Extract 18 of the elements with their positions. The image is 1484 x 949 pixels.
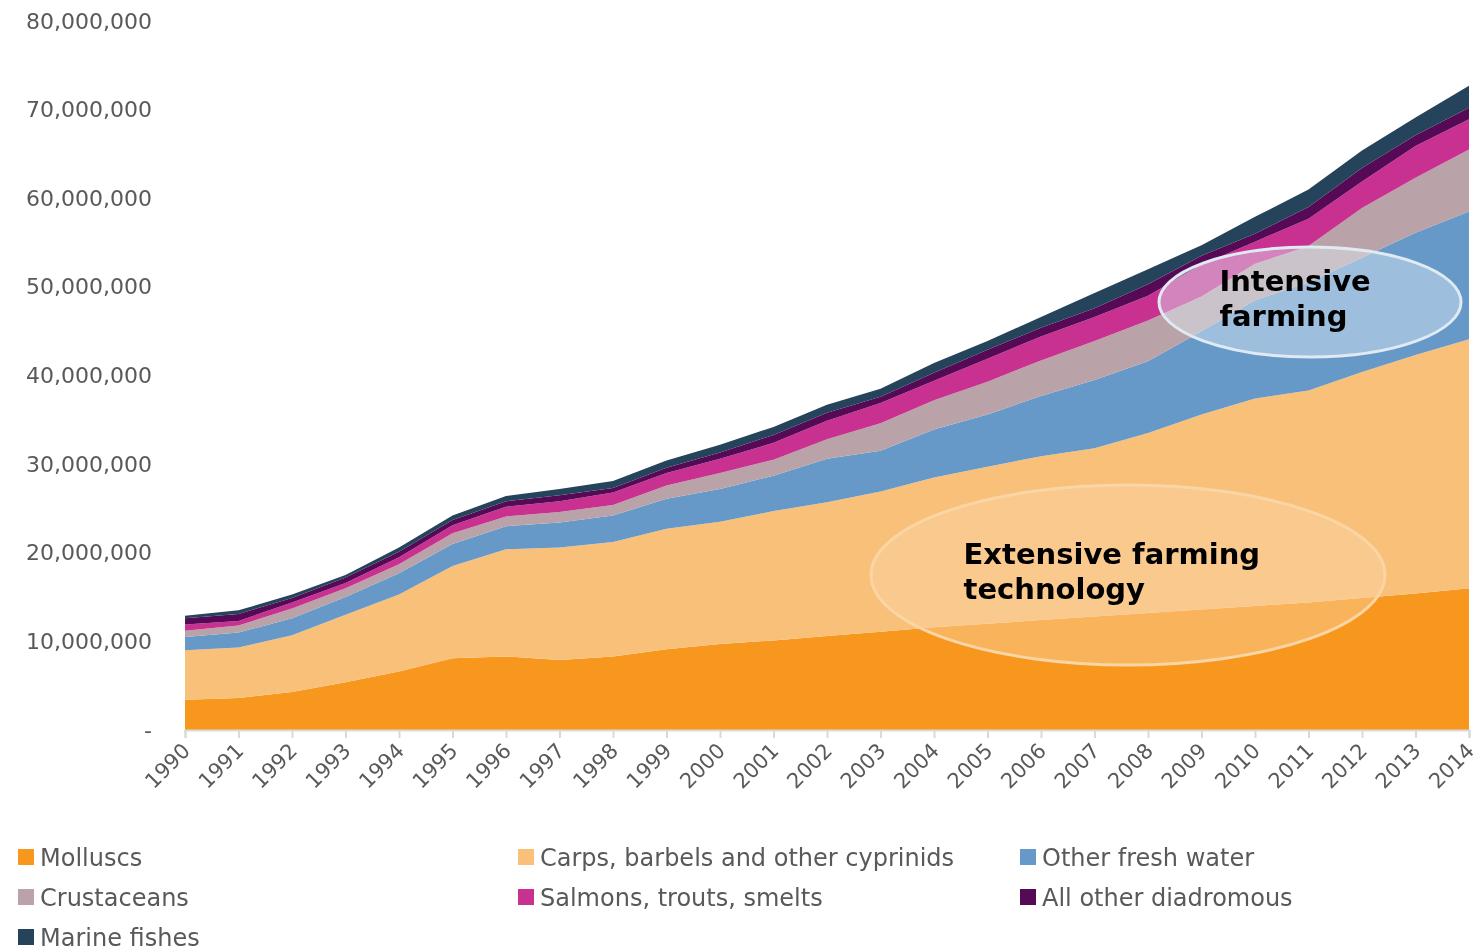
legend-label: All other diadromous [1042, 883, 1293, 912]
y-tick-label: 10,000,000 [26, 628, 152, 654]
annotation: Intensive farming [1219, 263, 1371, 333]
y-tick-label: 30,000,000 [26, 451, 152, 477]
legend-label: Salmons, trouts, smelts [540, 883, 823, 912]
annotation: Extensive farming technology [963, 536, 1261, 606]
legend-label: Molluscs [40, 843, 143, 872]
y-tick-label: 70,000,000 [26, 97, 152, 123]
y-tick-label: 60,000,000 [26, 185, 152, 211]
y-tick-label: 20,000,000 [26, 540, 152, 566]
y-tick-label: 80,000,000 [26, 8, 152, 34]
legend-label: Other fresh water [1042, 843, 1255, 872]
legend-label: Carps, barbels and other cyprinids [540, 843, 955, 872]
y-tick-label: 50,000,000 [26, 274, 152, 300]
y-tick-label: - [144, 717, 152, 743]
y-tick-label: 40,000,000 [26, 363, 152, 389]
legend-label: Marine fishes [40, 923, 200, 949]
legend-label: Crustaceans [40, 883, 189, 912]
